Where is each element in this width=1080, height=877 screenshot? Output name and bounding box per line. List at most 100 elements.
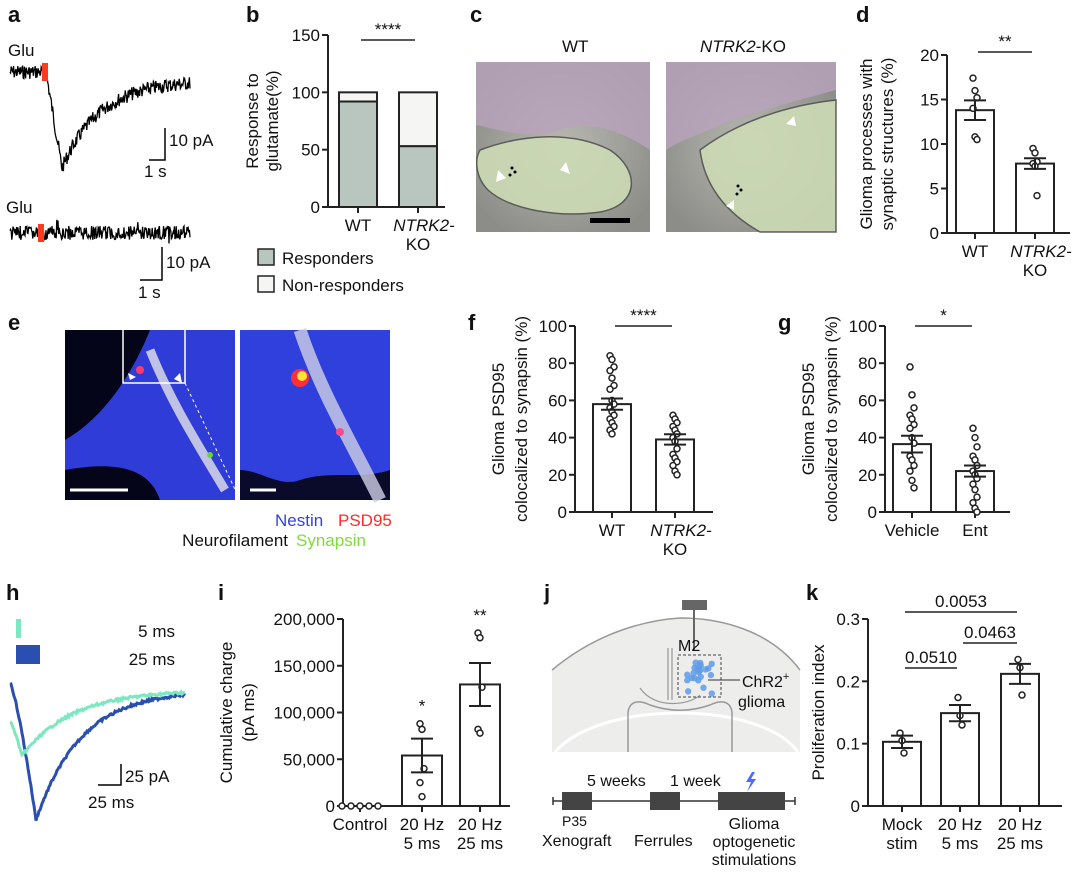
- significance-label: 0.0463: [964, 623, 1016, 642]
- y-tick-label: 60: [858, 391, 877, 410]
- panel-label-c: c: [470, 2, 482, 27]
- x-tick-label: KO: [406, 235, 431, 254]
- x-tick-label: NTRK2-: [393, 216, 455, 235]
- data-point: [1018, 691, 1026, 699]
- scale-top-y: 10 pA: [169, 131, 214, 150]
- significance-label: 0.0510: [905, 648, 957, 667]
- y-tick-label: 40: [858, 429, 877, 448]
- y-tick-label: 80: [858, 354, 877, 373]
- y-tick-label: 60: [548, 391, 567, 410]
- interval-1-week: 1 week: [670, 773, 722, 790]
- y-tick-label: 0: [868, 503, 877, 522]
- y-tick-label: 20: [858, 466, 877, 485]
- data-point: [673, 445, 681, 453]
- data-point: [908, 391, 916, 399]
- y-tick-label: 80: [548, 354, 567, 373]
- significance-label: ****: [630, 306, 657, 325]
- panel-label-b: b: [246, 2, 259, 27]
- x-tick-label: 25 ms: [457, 834, 503, 853]
- data-point: [906, 363, 914, 371]
- glioma-cell: [684, 671, 691, 678]
- data-point: [476, 729, 484, 737]
- chart-b: 0 50 100 150 Response to glutamate(%) WT NTRK2-…: [243, 20, 455, 254]
- data-point: [906, 467, 914, 475]
- trace-5ms: [9, 689, 186, 758]
- x-tick-label: Ent: [962, 521, 988, 540]
- y-tick-label: 15: [920, 91, 939, 110]
- x-tick-label: Control: [333, 815, 388, 834]
- y-tick-label: 0: [311, 198, 320, 217]
- significance-label: *: [940, 306, 947, 325]
- x-tick-label: Vehicle: [885, 521, 940, 540]
- data-point: [958, 721, 966, 729]
- legend-nonresponders: Non-responders: [282, 276, 404, 295]
- panel-label-e: e: [8, 310, 20, 335]
- data-point: [908, 476, 916, 485]
- panel-j-schematic: M2 ChR2+ glioma 5 weeks 1 week P35 Xenog…: [542, 600, 801, 869]
- legend-neurofilament: Neurofilament: [182, 531, 288, 550]
- x-tick-label: 20 Hz: [400, 815, 444, 834]
- target-superscript: +: [783, 671, 789, 683]
- data-point: [338, 802, 346, 810]
- lightning-icon: [746, 772, 756, 792]
- brain-diagram: M2 ChR2+ glioma: [551, 600, 801, 753]
- data-point: [365, 802, 373, 810]
- y-tick-label: 100: [292, 83, 320, 102]
- data-point: [416, 778, 424, 787]
- x-tick-label: 25 ms: [997, 834, 1043, 853]
- x-tick-label: WT: [599, 521, 625, 540]
- data-point: [900, 749, 908, 757]
- x-tick-label: 20 Hz: [998, 815, 1042, 834]
- glu-label-top: Glu: [8, 41, 34, 60]
- x-tick-label: NTRK2-: [650, 521, 712, 540]
- legend-psd95: PSD95: [338, 511, 392, 530]
- glutamate-stim-marker-top: [42, 63, 48, 81]
- target-name: ChR2: [742, 674, 783, 691]
- legend-swatch-5ms: [16, 619, 21, 638]
- data-point: [910, 461, 918, 470]
- em-image-ko: [666, 62, 837, 233]
- x-tick-label: WT: [345, 216, 371, 235]
- bar-responders: [338, 100, 378, 208]
- target-label: ChR2+: [742, 671, 789, 691]
- scale-bottom-x: 1 s: [138, 283, 161, 302]
- interval-5-weeks: 5 weeks: [587, 773, 646, 790]
- y-tick-label: 100: [539, 317, 567, 336]
- panel-label-k: k: [806, 580, 819, 605]
- glioma-cell: [684, 677, 691, 684]
- y-axis-label: colocalized to synapsin (%): [512, 316, 531, 522]
- chart-g: 0 20 40 60 80 100 Glioma PSD95 colocalized to s…: [799, 306, 1010, 540]
- current-trace-ko: [9, 219, 191, 244]
- data-point: [954, 693, 962, 702]
- y-tick-label: 0: [930, 224, 939, 243]
- y-axis-label: synaptic structures (%): [878, 58, 897, 231]
- scale-bar-bottom: [140, 247, 163, 281]
- glioma-cell: [705, 665, 712, 672]
- legend-25ms: 25 ms: [129, 650, 175, 669]
- x-tick-label: 20 Hz: [938, 815, 982, 834]
- y-axis-label: Proliferation index: [809, 644, 828, 781]
- glu-label-bottom: Glu: [6, 198, 32, 217]
- y-tick-label: 0: [851, 797, 860, 816]
- em-scale-bar: [590, 218, 630, 223]
- data-point: [971, 485, 979, 494]
- y-tick-label: 40: [548, 429, 567, 448]
- data-point: [973, 443, 981, 451]
- y-tick-label: 0: [326, 797, 335, 816]
- em-title-ko: NTRK2-KO: [700, 37, 786, 56]
- data-point: [1031, 149, 1039, 157]
- data-point: [608, 355, 616, 364]
- y-axis-label: Cumulative charge: [217, 642, 236, 784]
- data-point: [969, 424, 977, 433]
- em-title-ko-gene: NTRK2: [700, 37, 756, 56]
- current-trace-wt: [9, 64, 191, 172]
- y-tick-label: 200,000: [274, 610, 335, 629]
- y-tick-label: 0.3: [836, 610, 860, 629]
- timeline-step3-line2: optogenetic: [713, 834, 796, 851]
- y-tick-label: 50: [301, 141, 320, 160]
- y-tick-label: 150,000: [274, 657, 335, 676]
